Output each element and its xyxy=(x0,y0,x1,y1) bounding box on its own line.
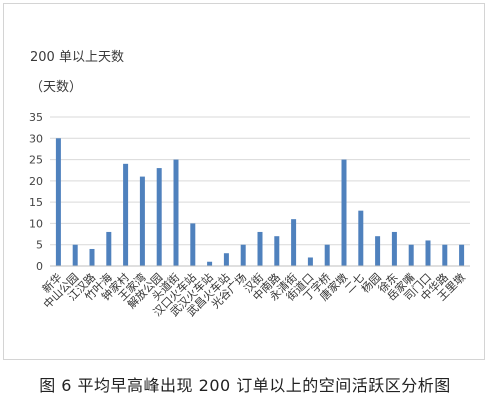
y-tick-label: 5 xyxy=(36,239,43,252)
chart-title: 200 单以上天数 xyxy=(30,50,124,65)
bar-钟家村 xyxy=(123,163,129,266)
y-tick-label: 35 xyxy=(29,111,43,124)
y-axis-ticks: 0 5 10 15 20 25 30 35 xyxy=(29,111,43,273)
bar-司门口 xyxy=(425,240,431,266)
y-tick-label: 15 xyxy=(29,196,43,209)
bar-解放公园 xyxy=(156,168,162,266)
bar-中南路 xyxy=(274,236,280,266)
bar-头道街 xyxy=(173,159,179,266)
y-tick-label: 25 xyxy=(29,154,43,167)
bar-汉街 xyxy=(257,231,263,266)
bar-杨园 xyxy=(375,236,381,266)
chart-frame xyxy=(3,3,485,360)
bar-竹叶海 xyxy=(106,231,112,266)
y-axis-label: （天数） xyxy=(30,80,83,95)
bar-王里墩 xyxy=(459,244,465,266)
bar-中山公园 xyxy=(72,244,78,266)
x-axis-ticks: 新华中山公园江汉路竹叶海钟家村王家湾解放公园头道街汉口火车站武汉火车站武昌火车站… xyxy=(39,270,468,319)
bar-汉口火车站 xyxy=(190,223,196,266)
bar-丁字桥 xyxy=(324,244,330,266)
bar-岳家嘴 xyxy=(408,244,414,266)
y-tick-label: 10 xyxy=(29,217,43,230)
bar-新华 xyxy=(55,138,61,266)
bar-中华路 xyxy=(442,244,448,266)
bar-光谷广场 xyxy=(240,244,246,266)
bar-永清街 xyxy=(291,219,297,266)
bars xyxy=(55,138,465,266)
y-tick-label: 0 xyxy=(36,260,43,273)
bar-徐东 xyxy=(391,231,397,266)
y-tick-label: 30 xyxy=(29,132,43,145)
gridlines xyxy=(50,116,470,246)
bar-江汉路 xyxy=(89,248,95,266)
bar-唐家墩 xyxy=(341,159,347,266)
bar-武汉火车站 xyxy=(207,261,213,266)
bar-武昌火车站 xyxy=(223,253,229,266)
y-tick-label: 20 xyxy=(29,175,43,188)
bar-街道口 xyxy=(307,257,313,266)
bar-二七 xyxy=(358,210,364,266)
bar-王家湾 xyxy=(139,176,145,266)
figure-caption: 图 6 平均早高峰出现 200 订单以上的空间活跃区分析图 xyxy=(39,376,451,395)
